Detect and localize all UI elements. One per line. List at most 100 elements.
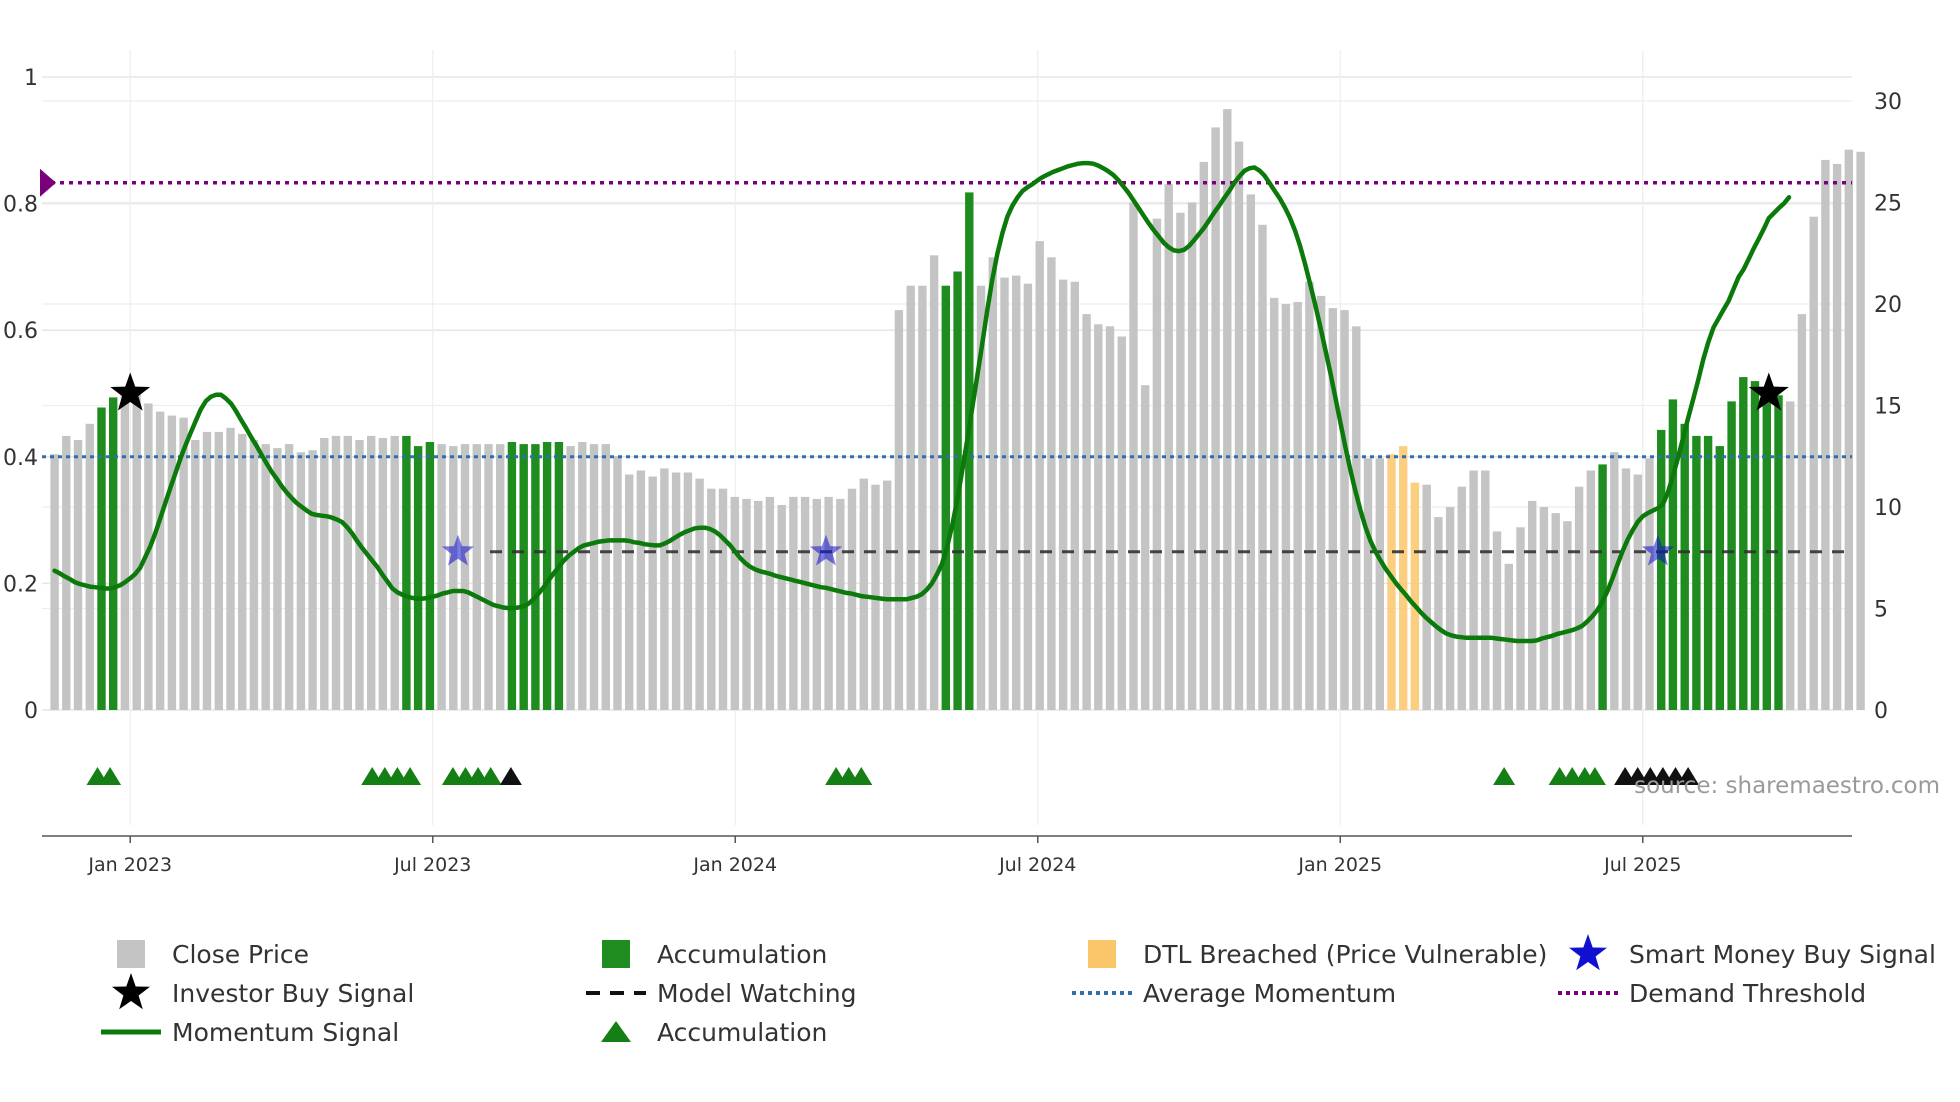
close-price-bar bbox=[449, 446, 458, 710]
accumulation-bar bbox=[1762, 397, 1771, 710]
accumulation-bar bbox=[554, 442, 564, 710]
close-price-bar bbox=[1363, 458, 1373, 710]
close-price-bar bbox=[1012, 275, 1021, 710]
accumulation-bar bbox=[413, 446, 423, 710]
close-price-bar bbox=[132, 387, 141, 710]
left-tick-label: 0.8 bbox=[3, 193, 38, 218]
reference-lines bbox=[40, 168, 1852, 554]
right-tick-label: 0 bbox=[1874, 699, 1888, 724]
close-price-bar bbox=[1832, 163, 1842, 710]
accumulation-bar bbox=[1692, 435, 1701, 710]
left-tick-label: 0.4 bbox=[3, 446, 38, 471]
close-price-bar bbox=[1293, 302, 1302, 710]
close-price-bar bbox=[496, 444, 505, 710]
legend-label: Average Momentum bbox=[1143, 979, 1396, 1008]
accumulation-bar bbox=[402, 435, 411, 710]
close-price-bar bbox=[988, 257, 997, 710]
close-price-bar bbox=[1633, 474, 1642, 710]
close-price-bar bbox=[50, 454, 59, 710]
close-price-bar bbox=[1316, 295, 1326, 710]
close-price-bar bbox=[202, 431, 212, 710]
legend-star-icon bbox=[112, 973, 150, 1010]
accumulation-bar bbox=[1739, 377, 1748, 710]
close-price-bar bbox=[707, 488, 716, 710]
legend-label: Momentum Signal bbox=[172, 1018, 399, 1047]
accumulation-bar bbox=[519, 444, 528, 710]
close-price-bar bbox=[120, 393, 130, 710]
close-price-bar bbox=[1352, 326, 1361, 710]
momentum-signal bbox=[52, 160, 1792, 644]
left-tick-label: 0 bbox=[24, 699, 38, 724]
x-tick-label: Jan 2024 bbox=[692, 854, 777, 876]
legend-label: Investor Buy Signal bbox=[172, 979, 414, 1008]
close-price-bar bbox=[1457, 486, 1466, 710]
close-price-bar bbox=[1610, 452, 1619, 710]
accumulation-bar bbox=[531, 444, 540, 710]
close-price-bar bbox=[1492, 531, 1502, 710]
close-price-bar bbox=[1481, 470, 1490, 710]
close-price-bar bbox=[1035, 241, 1044, 710]
investor-buy-signal-star bbox=[110, 372, 151, 411]
close-price-bar bbox=[1809, 216, 1818, 710]
close-price-bar bbox=[1234, 141, 1244, 711]
smart-money-buy-signal-star bbox=[1641, 534, 1675, 566]
close-price-bar bbox=[660, 468, 669, 710]
close-price-bar bbox=[648, 476, 657, 710]
accumulation-triangle-black bbox=[499, 767, 522, 785]
legend-label: Model Watching bbox=[657, 979, 857, 1008]
close-price-bar bbox=[1422, 484, 1431, 710]
close-price-bar bbox=[589, 444, 599, 710]
close-price-bar bbox=[1070, 281, 1079, 710]
right-tick-label: 25 bbox=[1874, 192, 1902, 217]
smart-money-buy-signal-star bbox=[809, 534, 843, 566]
accumulation-bar bbox=[1668, 399, 1678, 710]
close-price-bar bbox=[1152, 218, 1162, 710]
close-price-bar bbox=[1797, 314, 1807, 710]
close-price-bar bbox=[836, 498, 845, 710]
close-price-bar bbox=[484, 444, 493, 710]
accumulation-bar bbox=[97, 407, 106, 710]
accumulation-triangle bbox=[1493, 767, 1516, 785]
close-price-bar bbox=[812, 498, 821, 710]
x-tick-label: Jul 2024 bbox=[998, 854, 1076, 876]
close-price-bar bbox=[883, 480, 892, 710]
close-price-bar bbox=[1551, 513, 1560, 710]
close-price-bar bbox=[179, 417, 188, 710]
close-price-bar bbox=[296, 452, 306, 710]
close-price-bar bbox=[730, 496, 739, 710]
close-price-bar bbox=[1176, 212, 1185, 710]
dtl-breached-bar bbox=[1387, 454, 1396, 710]
close-price-bar bbox=[1516, 527, 1525, 710]
close-price-bar bbox=[1574, 486, 1584, 710]
close-price-bar bbox=[331, 435, 341, 710]
right-tick-label: 20 bbox=[1874, 293, 1902, 318]
close-price-bar bbox=[1445, 507, 1455, 710]
close-price-bar bbox=[390, 435, 399, 710]
close-price-bar bbox=[214, 431, 223, 710]
close-price-bar bbox=[1786, 401, 1795, 710]
close-price-bar bbox=[308, 450, 317, 710]
close-price-bar bbox=[894, 310, 904, 710]
close-price-bar bbox=[1258, 224, 1267, 711]
x-tick-label: Jan 2025 bbox=[1297, 854, 1382, 876]
close-price-bar bbox=[1058, 279, 1068, 710]
left-tick-label: 0.2 bbox=[3, 572, 38, 597]
close-price-bar bbox=[566, 446, 575, 710]
close-price-bar bbox=[1082, 314, 1091, 710]
x-tick-label: Jul 2025 bbox=[1603, 854, 1681, 876]
legend-label: Demand Threshold bbox=[1629, 979, 1866, 1008]
close-price-bar bbox=[671, 472, 681, 710]
close-price-bar bbox=[625, 474, 634, 710]
demand-threshold-marker bbox=[40, 168, 56, 197]
legend-label: Close Price bbox=[172, 940, 309, 969]
close-price-bar bbox=[613, 456, 622, 711]
accumulation-bar bbox=[1680, 423, 1689, 710]
close-price-bar bbox=[1340, 310, 1349, 710]
close-price-bar bbox=[1164, 184, 1173, 710]
close-price-bar bbox=[929, 255, 939, 711]
accumulation-triangle-black bbox=[1677, 767, 1700, 785]
accumulation-triangle bbox=[399, 767, 422, 785]
accumulation-bar bbox=[109, 397, 118, 710]
close-price-bar bbox=[73, 440, 83, 710]
